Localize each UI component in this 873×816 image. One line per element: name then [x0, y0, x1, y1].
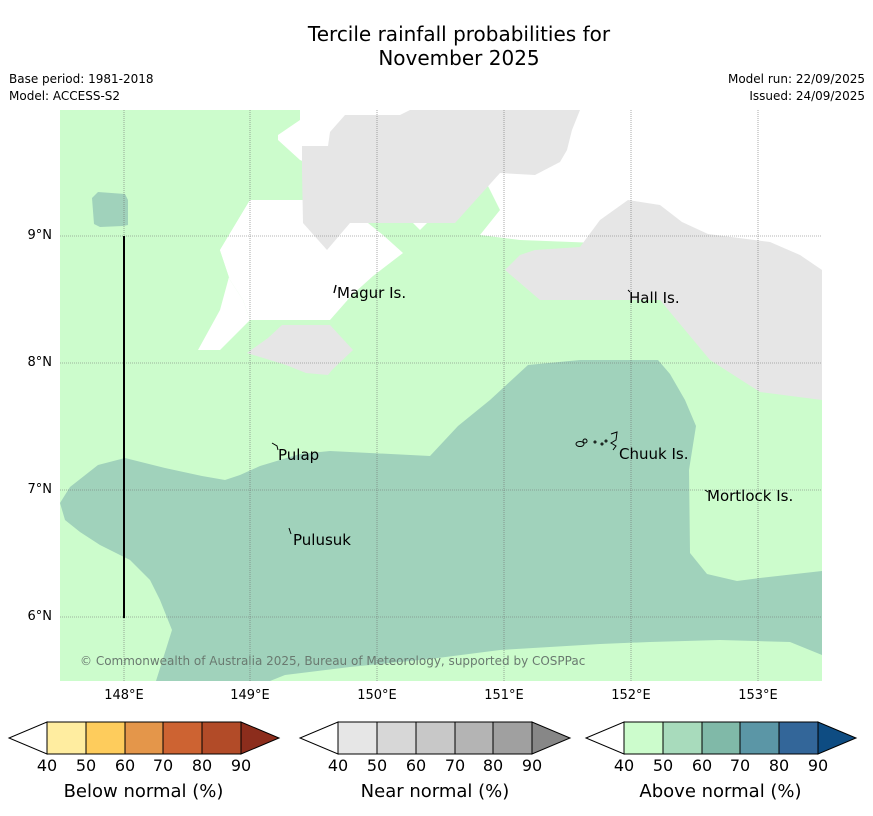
chuuk-islet: [575, 441, 585, 447]
colorbar-below-swatch: [85, 721, 126, 755]
colorbars: [7, 721, 858, 755]
cb-below-tick: 90: [230, 756, 252, 775]
grid-lines: [60, 110, 822, 681]
colorbar-below-swatch: [124, 721, 164, 755]
cb-below-tick: 60: [114, 756, 136, 775]
colorbar-above-swatch: [623, 721, 664, 755]
colorbar-above-min-arrow: [584, 721, 625, 755]
cb-below-tick: 80: [191, 756, 213, 775]
cb-near-label: Near normal (%): [360, 781, 510, 802]
chuuk-islet: [600, 442, 604, 446]
cb-near-tick: 70: [444, 756, 466, 775]
label-chuuk: Chuuk Is.: [619, 445, 689, 463]
colorbar-below-swatch: [201, 721, 242, 755]
colorbar-near-swatch: [376, 721, 417, 755]
cb-above-tick: 60: [691, 756, 713, 775]
colorbar-below-swatch: [46, 721, 87, 755]
colorbar-above-max-arrow: [817, 721, 858, 755]
colorbar-below-max-arrow: [240, 721, 281, 755]
label-pulusuk: Pulusuk: [293, 531, 351, 549]
cb-above-tick: 40: [613, 756, 635, 775]
lon-label-152e: 152°E: [611, 688, 651, 703]
colorbar-above-normal: [584, 721, 858, 755]
label-hall: Hall Is.: [629, 289, 680, 307]
cb-near-tick: 50: [366, 756, 388, 775]
cb-above-label: Above normal (%): [639, 781, 802, 802]
cb-below-label: Below normal (%): [63, 781, 224, 802]
cb-above-tick: 50: [652, 756, 674, 775]
label-mortlock: Mortlock Is.: [707, 487, 794, 505]
colorbar-near-max-arrow: [531, 721, 572, 755]
colorbar-below-swatch: [162, 721, 203, 755]
cb-below-tick: 70: [152, 756, 174, 775]
colorbar-near-swatch: [337, 721, 378, 755]
lon-label-149e: 149°E: [230, 688, 270, 703]
colorbar-above-swatch: [739, 721, 780, 755]
cb-below-tick: 50: [75, 756, 97, 775]
white-band-west: [198, 200, 250, 350]
lat-label-8n: 8°N: [27, 355, 53, 370]
above-normal-50-60-islet: [92, 192, 128, 227]
hall-island-marker: [627, 289, 631, 293]
map-title: Tercile rainfall probabilities for Novem…: [0, 22, 873, 70]
lon-label-153e: 153°E: [738, 688, 778, 703]
mortlock-island-marker: [704, 489, 709, 493]
cb-near-tick: 80: [482, 756, 504, 775]
map-title-line1: Tercile rainfall probabilities for: [307, 22, 611, 46]
label-magur: Magur Is.: [337, 284, 407, 302]
lon-label-148e: 148°E: [104, 688, 144, 703]
cb-near-tick: 90: [521, 756, 543, 775]
colorbar-below-normal: [7, 721, 281, 755]
cb-above-tick: 70: [729, 756, 751, 775]
pulap-island-marker: [271, 442, 279, 451]
colorbar-below-min-arrow: [7, 721, 48, 755]
lat-label-9n: 9°N: [27, 228, 53, 243]
cb-near-tick: 40: [327, 756, 349, 775]
lon-label-150e: 150°E: [357, 688, 397, 703]
colorbar-above-swatch: [778, 721, 819, 755]
cb-above-tick: 90: [807, 756, 829, 775]
colorbar-near-swatch: [454, 721, 494, 755]
meta-left: Base period: 1981-2018 Model: ACCESS-S2: [9, 71, 154, 105]
chuuk-islet: [604, 439, 608, 443]
issued-date: Issued: 24/09/2025: [749, 89, 865, 103]
near-normal-east: [505, 200, 822, 400]
cb-below-tick: 40: [36, 756, 58, 775]
meta-right: Model run: 22/09/2025 Issued: 24/09/2025: [728, 71, 865, 105]
colorbar-near-swatch: [492, 721, 533, 755]
chuuk-islet: [593, 440, 597, 444]
copyright-notice: © Commonwealth of Australia 2025, Bureau…: [80, 654, 586, 668]
colorbar-near-min-arrow: [298, 721, 339, 755]
magur-island-marker: [333, 284, 337, 294]
pulusuk-island-marker: [288, 527, 292, 535]
lon-label-151e: 151°E: [484, 688, 524, 703]
base-period: Base period: 1981-2018: [9, 72, 154, 86]
model-run: Model run: 22/09/2025: [727, 72, 865, 86]
colorbar-near-swatch: [415, 721, 456, 755]
colorbar-near-normal: [298, 721, 572, 755]
near-normal-north-west: [302, 110, 580, 250]
lat-label-6n: 6°N: [27, 609, 53, 624]
chuuk-islet: [582, 438, 588, 444]
cb-above-tick: 80: [768, 756, 790, 775]
label-pulap: Pulap: [278, 446, 320, 464]
chuuk-island-markers: [575, 431, 618, 451]
colorbar-above-swatch: [662, 721, 703, 755]
lat-label-7n: 7°N: [27, 482, 53, 497]
map-title-line2: November 2025: [378, 46, 540, 70]
model-name: Model: ACCESS-S2: [9, 89, 121, 103]
near-normal-center: [247, 325, 353, 375]
colorbar-above-swatch: [701, 721, 741, 755]
chuuk-islet: [610, 431, 618, 451]
above-normal-50-60-region: [60, 360, 822, 681]
map-area: [60, 110, 822, 681]
cb-near-tick: 60: [405, 756, 427, 775]
